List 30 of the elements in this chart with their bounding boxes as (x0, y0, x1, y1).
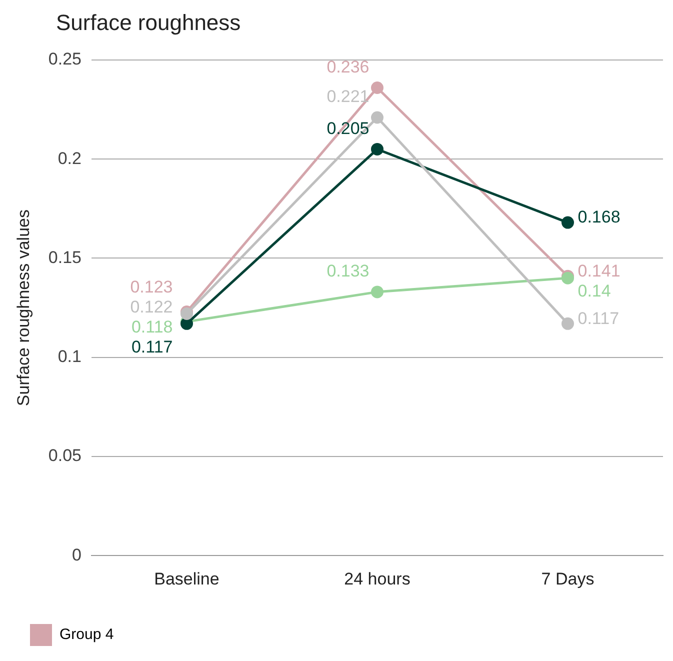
y-tick-label: 0.25 (48, 50, 82, 69)
point (370, 286, 384, 298)
data-label: 0.123 (130, 277, 173, 296)
point (562, 317, 574, 330)
data-label: 0.122 (130, 297, 173, 316)
x-tick-label: 7 Days (541, 569, 594, 588)
data-label: 0.133 (326, 262, 370, 281)
x-tick-label: 24 hours (344, 569, 410, 588)
data-label: 0.117 (131, 337, 173, 356)
y-tick-label: 0.2 (58, 148, 82, 168)
data-label: 0.141 (578, 261, 620, 280)
point (370, 82, 384, 94)
y-axis-title: Surface roughness values (14, 210, 33, 406)
y-tick-label: 0.05 (48, 446, 82, 466)
y-tick-label: 0 (72, 545, 82, 564)
y-tick-label: 0.1 (58, 347, 82, 366)
chart-title: Surface roughness (56, 10, 241, 36)
data-label: 0.14 (578, 281, 611, 300)
y-tick-label: 0.15 (48, 248, 82, 267)
data-label: 0.168 (578, 208, 620, 227)
data-label: 0.205 (326, 118, 370, 138)
data-label: 0.236 (326, 57, 370, 76)
point (562, 216, 574, 229)
data-label: 0.118 (131, 317, 173, 336)
legend-label: Group 4 (60, 626, 114, 644)
data-label: 0.117 (578, 308, 620, 328)
x-tick-label: Baseline (154, 569, 220, 588)
data-label: 0.221 (326, 87, 370, 106)
point (370, 142, 384, 156)
point (370, 111, 384, 124)
